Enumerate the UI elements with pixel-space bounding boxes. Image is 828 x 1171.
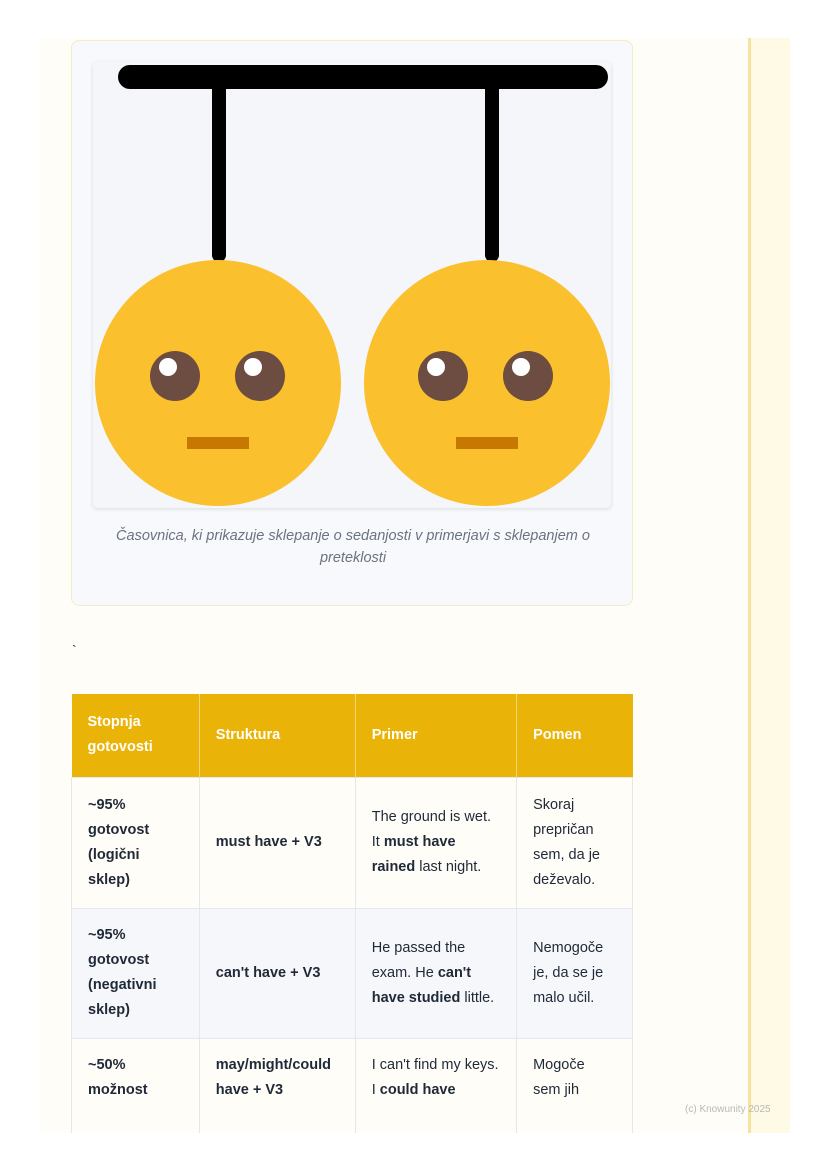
- header-level: Stopnja gotovosti: [71, 694, 200, 777]
- example-text: little.: [460, 989, 495, 1006]
- face-right: [364, 260, 610, 506]
- example-text: The ground is wet. It: [371, 809, 492, 850]
- example-text: last night.: [415, 859, 482, 875]
- face-left: [95, 260, 341, 506]
- example-bold: could have: [379, 1081, 456, 1098]
- cell-structure: can't have + V3: [198, 907, 356, 1039]
- string-left: [212, 82, 226, 262]
- example-text: I can't find my keys. I: [371, 1056, 499, 1098]
- cell-meaning: Skoraj prepričan sem, da je deževalo.: [516, 776, 633, 909]
- cell-level: ~50% možnost: [71, 1037, 200, 1133]
- cell-meaning: Mogoče sem jih: [516, 1037, 633, 1133]
- table-row: ~95% gotovost (negativni sklep) can't ha…: [71, 907, 633, 1039]
- side-strip: [748, 38, 790, 1133]
- cell-structure: must have + V3: [198, 776, 356, 909]
- figure-caption: Časovnica, ki prikazuje sklepanje o seda…: [116, 528, 590, 566]
- cell-meaning: Nemogoče je, da se je malo učil.: [516, 907, 633, 1039]
- example-text: He passed the exam. He: [371, 939, 466, 981]
- header-meaning: Pomen: [516, 694, 633, 777]
- table-row: ~50% možnost may/might/could have + V3 I…: [71, 1037, 633, 1133]
- stray-mark: `: [72, 642, 77, 658]
- example-bold: must have rained: [371, 834, 456, 875]
- figure-image: [93, 62, 611, 508]
- header-structure: Struktura: [199, 694, 356, 777]
- figure-card: Časovnica, ki prikazuje sklepanje o seda…: [71, 40, 633, 606]
- cell-structure: may/might/could have + V3: [198, 1037, 356, 1133]
- copyright: (c) Knowunity 2025: [685, 1104, 771, 1115]
- cell-example: I can't find my keys. I could have: [354, 1037, 518, 1133]
- page: Časovnica, ki prikazuje sklepanje o seda…: [40, 38, 790, 1133]
- cell-example: The ground is wet. It must have rained l…: [354, 776, 518, 909]
- example-bold: can't have studied: [371, 964, 472, 1006]
- table-row: ~95% gotovost (logični sklep) must have …: [71, 776, 633, 909]
- cell-level: ~95% gotovost (negativni sklep): [71, 907, 200, 1039]
- cell-level: ~95% gotovost (logični sklep): [71, 776, 200, 909]
- cell-example: He passed the exam. He can't have studie…: [354, 907, 518, 1039]
- modal-table: Stopnja gotovosti Struktura Primer Pomen…: [71, 694, 633, 1133]
- string-right: [485, 82, 499, 262]
- header-example: Primer: [355, 694, 518, 777]
- bar: [118, 65, 608, 89]
